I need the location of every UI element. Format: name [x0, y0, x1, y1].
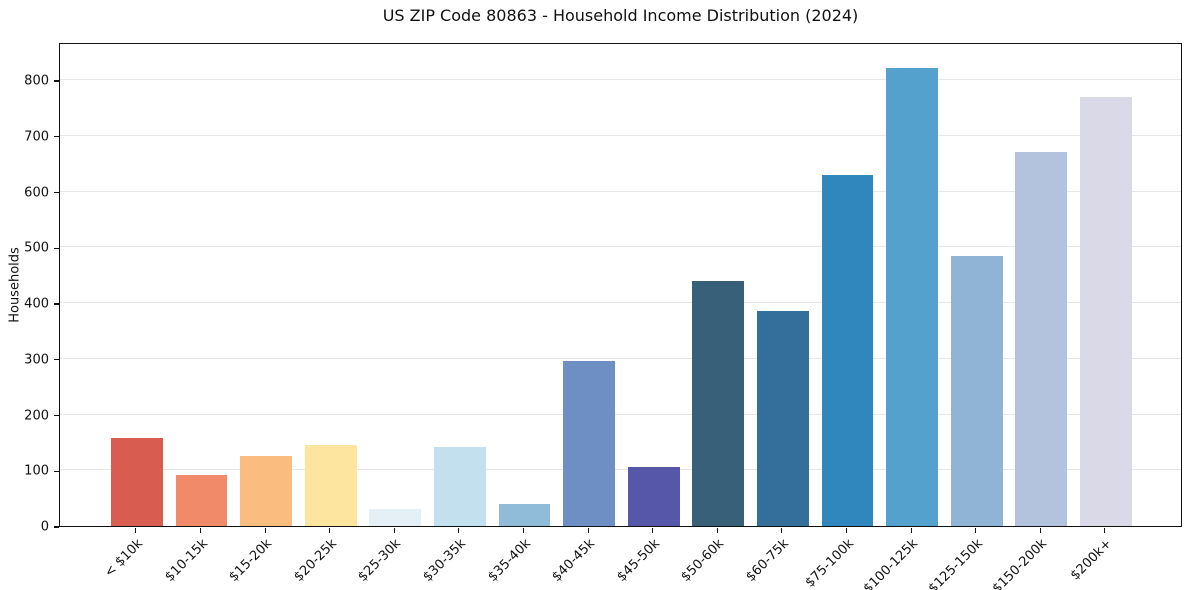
gridline	[60, 357, 1181, 359]
x-tick-mark	[845, 528, 848, 533]
y-tick-label: 800	[24, 73, 49, 89]
x-tick-mark	[135, 528, 137, 533]
chart-title: US ZIP Code 80863 - Household Income Dis…	[382, 6, 859, 25]
bar	[304, 444, 357, 526]
x-tick-mark	[393, 528, 395, 533]
x-tick-mark	[716, 528, 718, 533]
x-tick-mark	[329, 528, 331, 533]
x-tick-mark	[587, 528, 589, 533]
x-tick-mark	[458, 528, 460, 533]
y-tick-mark	[54, 359, 59, 361]
x-tick-label: $10-15k	[161, 536, 211, 585]
x-tick-mark	[910, 528, 912, 533]
y-tick-mark	[54, 414, 59, 417]
y-tick-label: 300	[24, 352, 49, 368]
gridline	[60, 190, 1181, 192]
x-tick-mark	[652, 528, 654, 533]
bar	[950, 256, 1003, 526]
y-tick-mark	[54, 303, 59, 305]
plot-area	[59, 43, 1182, 527]
y-axis-label: Households	[7, 247, 23, 323]
bar	[757, 311, 809, 526]
x-tick-label: $40-45k	[549, 536, 598, 585]
gridline	[60, 134, 1181, 136]
x-tick-label: $45-50k	[614, 536, 663, 585]
bar	[1015, 151, 1068, 526]
x-tick-label: $35-40k	[484, 536, 534, 585]
x-tick-label: $30-35k	[420, 536, 469, 585]
bar	[369, 508, 422, 526]
x-tick-label: $100-125k	[860, 536, 921, 590]
x-tick-label: $50-60k	[678, 536, 728, 585]
x-tick-label: $75-100k	[802, 536, 857, 590]
x-tick-mark	[199, 528, 202, 533]
bar	[1080, 97, 1132, 526]
y-tick-mark	[54, 80, 59, 82]
bar	[692, 280, 745, 526]
x-tick-label: $60-75k	[743, 536, 792, 585]
gridline	[60, 413, 1181, 415]
x-tick-mark	[1104, 528, 1106, 533]
y-tick-mark	[54, 136, 59, 138]
bar	[175, 474, 228, 526]
y-tick-mark	[54, 191, 59, 194]
gridline	[60, 79, 1181, 80]
y-tick-mark	[54, 526, 59, 528]
y-tick-label: 500	[24, 240, 49, 256]
y-tick-label: 100	[24, 463, 49, 479]
gridline	[60, 246, 1181, 248]
x-tick-mark	[264, 528, 266, 533]
y-tick-label: 0	[40, 519, 49, 535]
y-tick-label: 200	[24, 408, 49, 423]
y-tick-label: 700	[24, 129, 49, 145]
x-tick-label: < $10k	[101, 536, 146, 581]
bar	[434, 446, 486, 526]
bar	[627, 466, 680, 526]
x-tick-mark	[1039, 528, 1041, 533]
x-tick-label: $150-200k	[990, 536, 1051, 590]
x-tick-label: $25-30k	[355, 536, 405, 585]
y-tick-mark	[54, 470, 59, 472]
bar	[111, 438, 163, 526]
x-tick-label: $20-25k	[291, 536, 340, 585]
y-tick-label: 400	[24, 296, 49, 312]
y-tick-mark	[54, 247, 59, 249]
x-tick-label: $200k+	[1067, 536, 1115, 584]
bar	[240, 455, 292, 526]
bar	[498, 503, 551, 526]
x-tick-mark	[522, 528, 525, 533]
x-tick-label: $125-150k	[925, 536, 986, 590]
x-tick-mark	[975, 528, 977, 533]
bar	[821, 174, 874, 526]
gridline	[60, 469, 1181, 471]
bar	[563, 360, 615, 526]
gridline	[60, 302, 1181, 303]
x-tick-mark	[781, 528, 783, 533]
y-tick-label: 600	[24, 185, 49, 200]
x-tick-label: $15-20k	[226, 536, 275, 585]
bar	[886, 67, 938, 526]
